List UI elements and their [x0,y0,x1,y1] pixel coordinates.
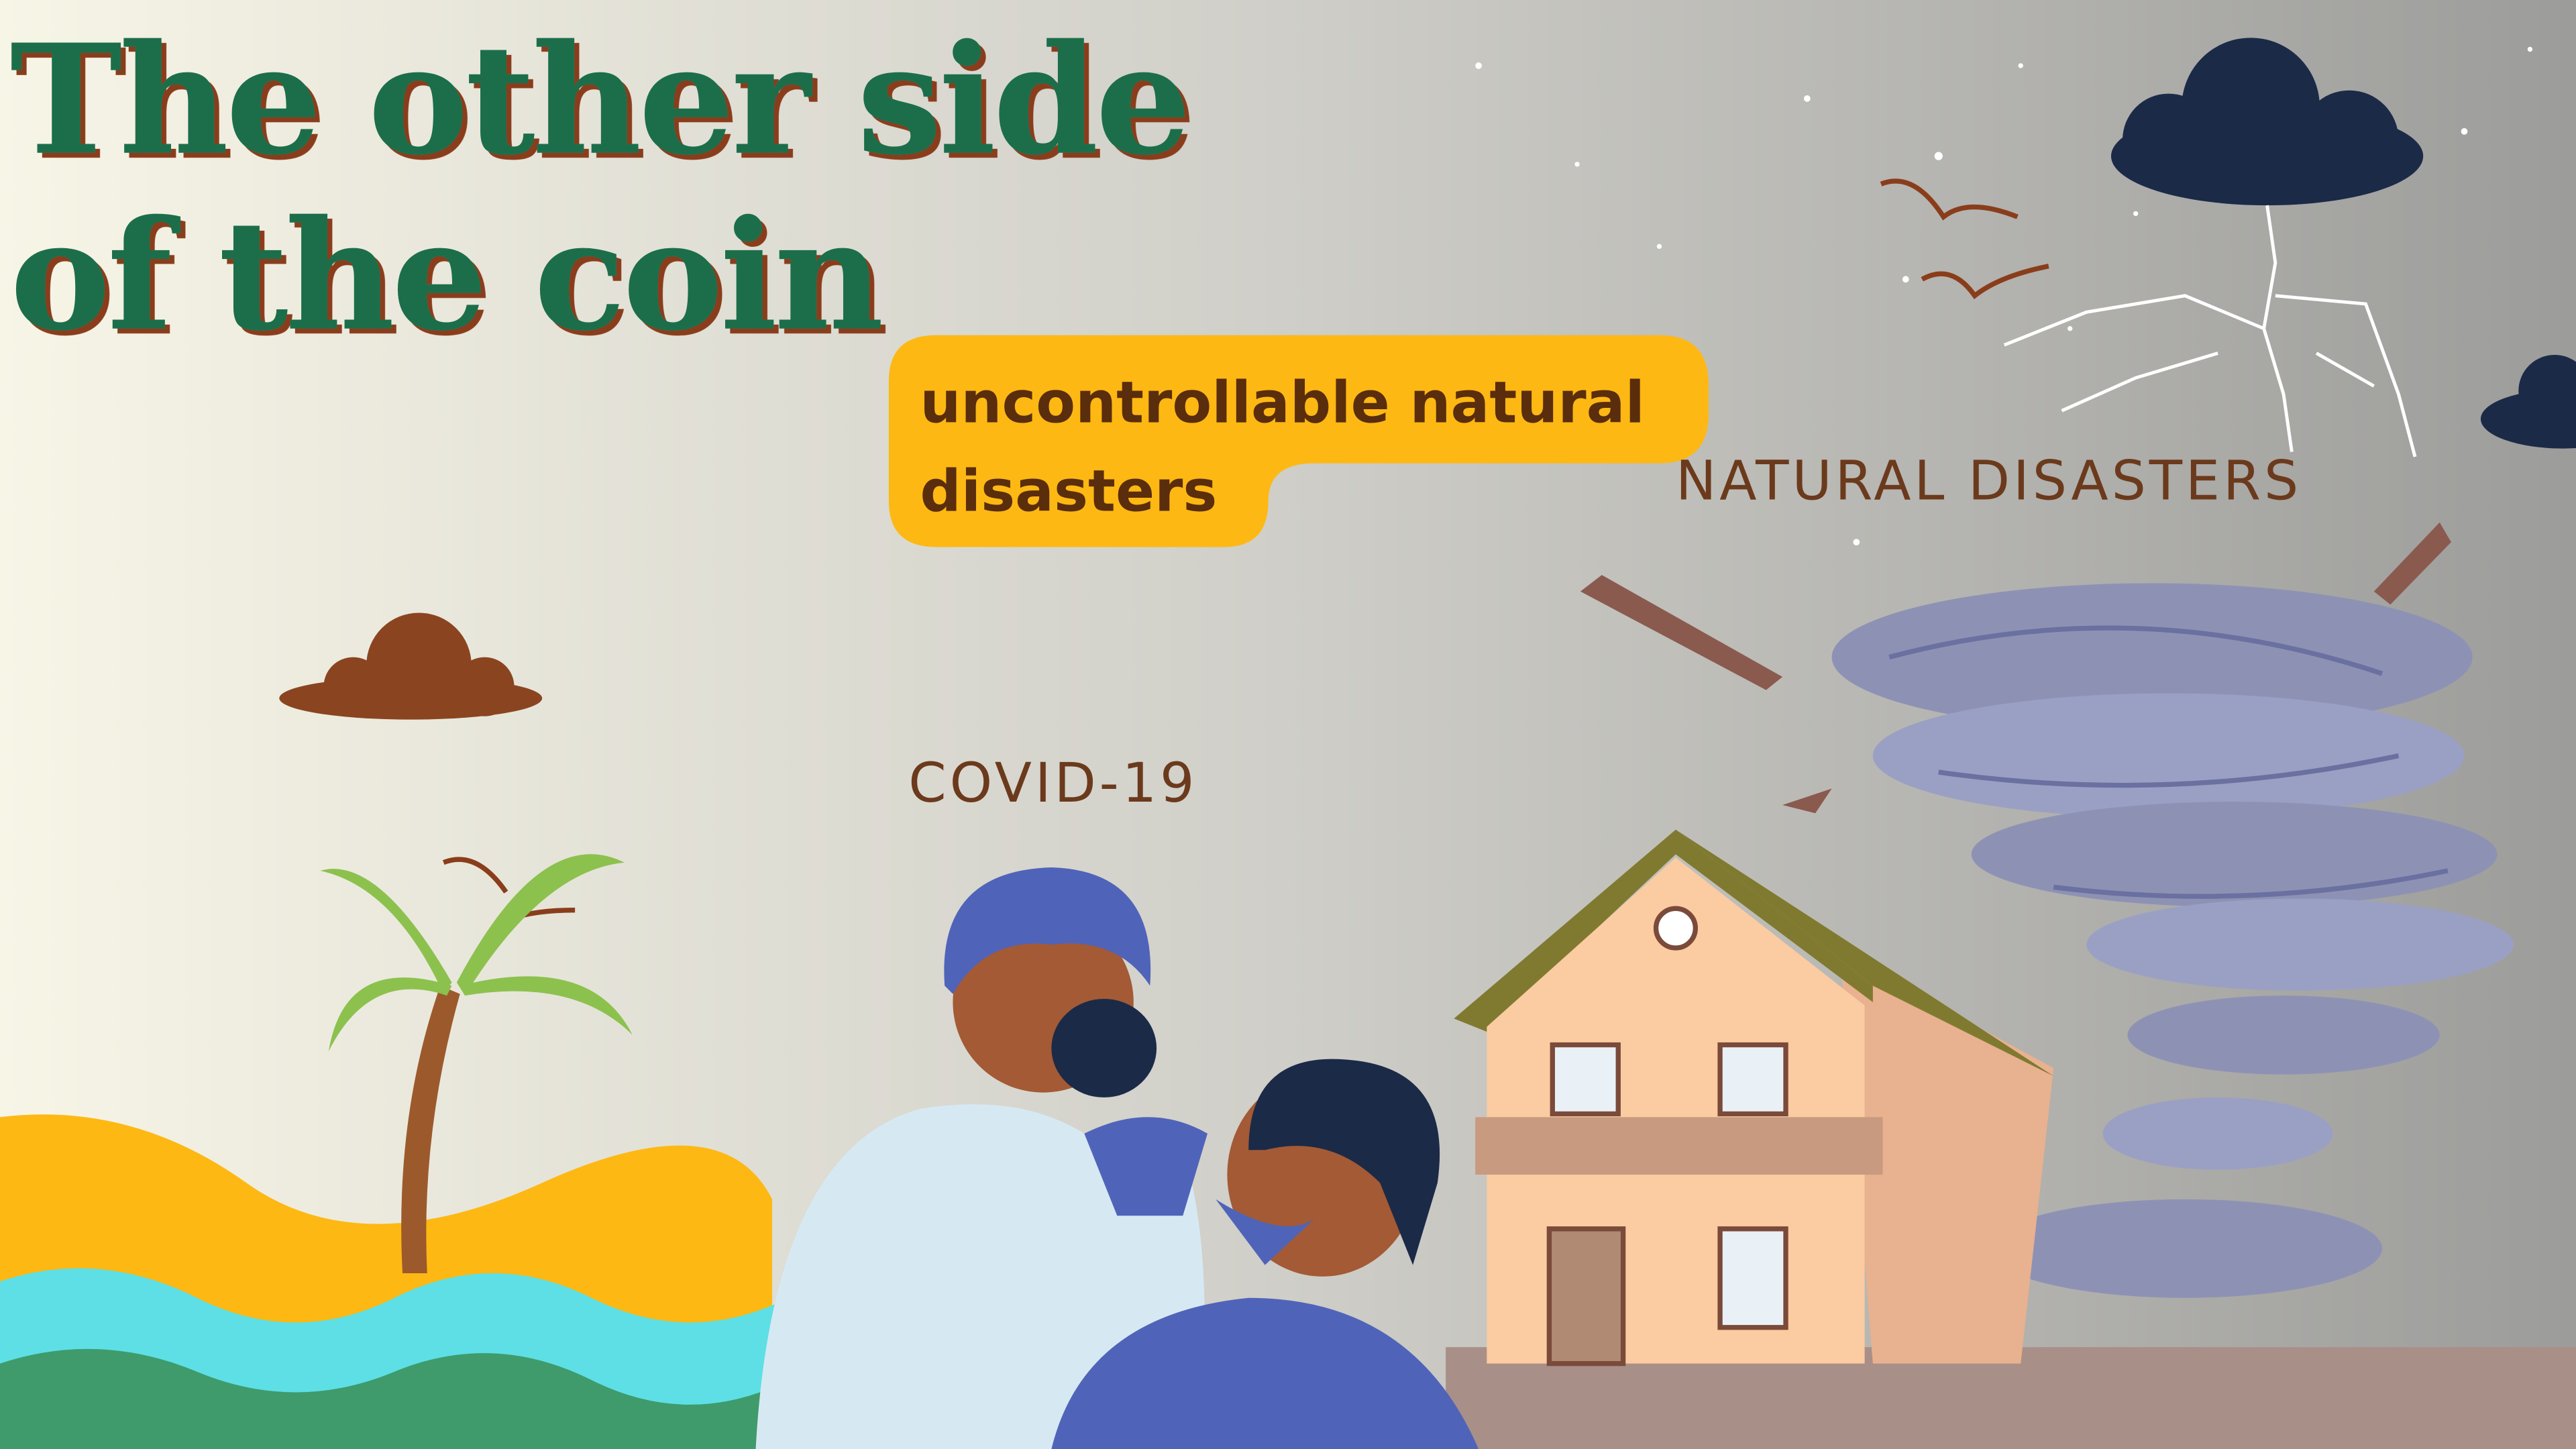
tornado-part [2103,1097,2333,1170]
tornado-part [2086,899,2514,991]
callout-text: disasters [920,458,1217,525]
storm-cloud-part [2123,94,2214,186]
stars-part [1902,276,1909,282]
tornado-part [2127,996,2439,1075]
stars-part [1657,244,1662,249]
tornado-part [1873,693,2465,818]
covid-test-scene-part [1051,999,1157,1097]
brown-cloud-part [323,657,382,716]
stars-part [1853,539,1860,545]
stars-part [1475,62,1482,69]
title-line: The other side [10,11,1189,189]
section-label: NATURAL DISASTERS [1676,449,2302,513]
house-part [1720,1229,1786,1328]
title-line: of the coin [10,187,881,365]
house-part [1552,1045,1618,1114]
section-label: COVID-19 [908,752,1197,815]
storm-cloud-part [2300,91,2399,189]
house-part [1720,1045,1786,1114]
stars-part [2528,47,2532,52]
house-part [1656,908,1696,948]
tornado-part [1972,802,2498,907]
stars-part [1804,95,1811,102]
brown-cloud-part [366,612,472,718]
tornado-part [1988,1199,2382,1298]
house-part [1475,1117,1882,1175]
callout-text: uncontrollable natural [920,369,1644,436]
stars-part [2068,326,2072,331]
house-part [1549,1229,1623,1364]
stars-part [2019,63,2023,68]
poster: The other side of the coin uncontrollabl… [0,0,2576,1449]
page: {"title": {"line1": "The other side", "l… [0,0,2576,1449]
stars-part [1574,162,1579,166]
stars-part [2461,128,2468,135]
brown-cloud-part [455,657,514,716]
stars-part [1935,152,1943,160]
stars-part [2133,211,2138,216]
